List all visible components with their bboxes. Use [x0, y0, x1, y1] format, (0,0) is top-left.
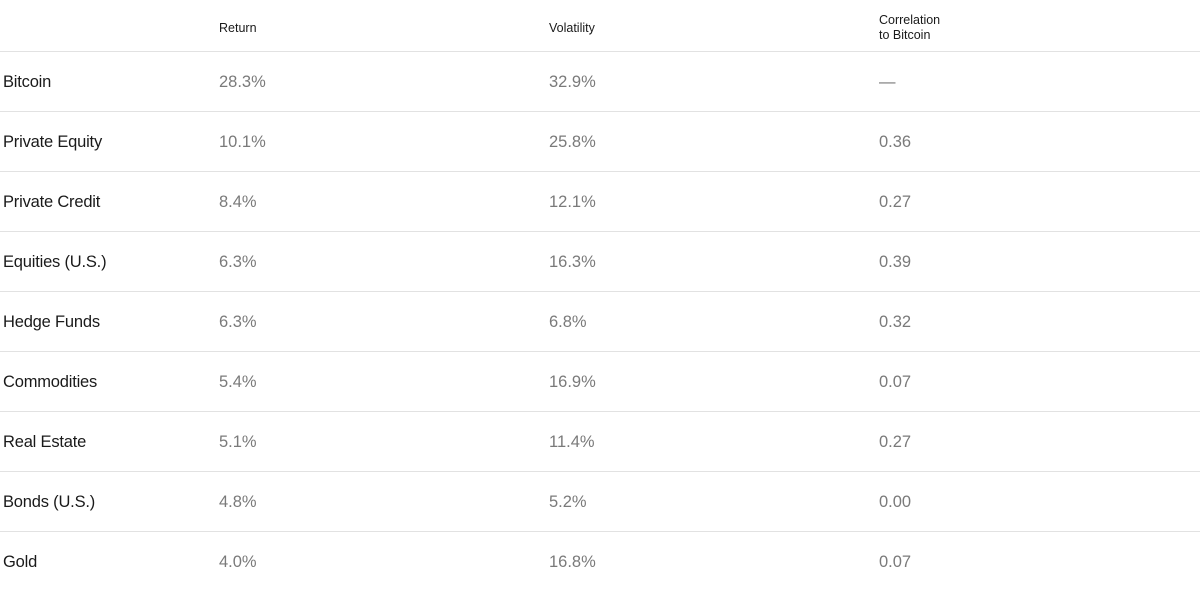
table-row: Real Estate 5.1% 11.4% 0.27 — [0, 412, 1200, 472]
column-header-correlation: Correlation to Bitcoin — [879, 13, 941, 42]
asset-name-cell: Equities (U.S.) — [3, 253, 107, 271]
asset-name-cell: Private Credit — [3, 193, 101, 211]
return-cell: 4.0% — [219, 553, 257, 571]
volatility-cell: 32.9% — [549, 73, 596, 91]
return-cell: 5.1% — [219, 433, 257, 451]
correlation-cell: 0.39 — [879, 253, 912, 271]
correlation-cell: — — [879, 73, 896, 91]
return-cell: 8.4% — [219, 193, 257, 211]
volatility-cell: 5.2% — [549, 493, 587, 511]
return-cell: 4.8% — [219, 493, 257, 511]
return-cell: 6.3% — [219, 253, 257, 271]
table-row: Commodities 5.4% 16.9% 0.07 — [0, 352, 1200, 412]
correlation-cell: 0.27 — [879, 193, 912, 211]
correlation-cell: 0.00 — [879, 493, 912, 511]
asset-name-cell: Commodities — [3, 373, 98, 391]
table-row: Private Equity 10.1% 25.8% 0.36 — [0, 112, 1200, 172]
return-cell: 6.3% — [219, 313, 257, 331]
return-cell: 28.3% — [219, 73, 266, 91]
asset-name-cell: Bitcoin — [3, 73, 52, 91]
asset-name-cell: Real Estate — [3, 433, 87, 451]
volatility-cell: 16.3% — [549, 253, 596, 271]
asset-name-cell: Private Equity — [3, 133, 102, 151]
volatility-cell: 11.4% — [549, 433, 595, 451]
column-header-volatility: Volatility — [549, 21, 595, 35]
return-cell: 10.1% — [219, 133, 266, 151]
correlation-cell: 0.32 — [879, 313, 912, 331]
correlation-cell: 0.07 — [879, 373, 912, 391]
table-row: Equities (U.S.) 6.3% 16.3% 0.39 — [0, 232, 1200, 292]
asset-name-cell: Hedge Funds — [3, 313, 100, 331]
correlation-cell: 0.27 — [879, 433, 912, 451]
correlation-cell: 0.07 — [879, 553, 912, 571]
correlation-cell: 0.36 — [879, 133, 912, 151]
table-row: Bitcoin 28.3% 32.9% — — [0, 52, 1200, 112]
volatility-cell: 25.8% — [549, 133, 596, 151]
table-row: Bonds (U.S.) 4.8% 5.2% 0.00 — [0, 472, 1200, 532]
volatility-cell: 16.9% — [549, 373, 596, 391]
asset-name-cell: Bonds (U.S.) — [3, 493, 96, 511]
table-row: Gold 4.0% 16.8% 0.07 — [0, 532, 1200, 592]
volatility-cell: 16.8% — [549, 553, 596, 571]
volatility-cell: 12.1% — [549, 193, 596, 211]
table-body: Bitcoin 28.3% 32.9% — Private Equity 10.… — [0, 52, 1200, 592]
asset-name-cell: Gold — [3, 553, 38, 571]
table-row: Private Credit 8.4% 12.1% 0.27 — [0, 172, 1200, 232]
column-header-return: Return — [219, 21, 257, 35]
table-header-row: Return Volatility Correlation to Bitcoin — [0, 0, 1200, 52]
table-row: Hedge Funds 6.3% 6.8% 0.32 — [0, 292, 1200, 352]
volatility-cell: 6.8% — [549, 313, 587, 331]
return-cell: 5.4% — [219, 373, 257, 391]
